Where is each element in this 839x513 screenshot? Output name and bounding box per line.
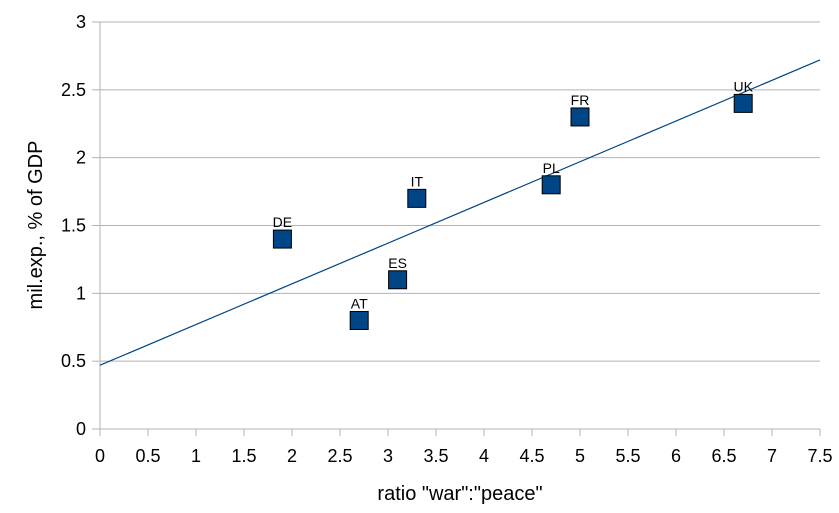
y-tick-label: 0 — [76, 419, 86, 439]
data-point-label: AT — [351, 295, 368, 311]
y-tick-label: 1.5 — [61, 216, 86, 236]
data-point — [388, 270, 408, 290]
x-axis-label: ratio "war":"peace" — [377, 483, 542, 505]
data-points: DE AT ES IT PL FR UK — [272, 78, 754, 330]
x-tick-label: 6 — [671, 446, 681, 466]
y-tick-label: 0.5 — [61, 351, 86, 371]
data-point — [349, 310, 369, 330]
data-point — [733, 93, 753, 113]
x-tick-label: 0.5 — [135, 446, 160, 466]
data-point-label: ES — [388, 255, 407, 271]
x-tick-label: 4.5 — [519, 446, 544, 466]
data-point-label: FR — [571, 92, 590, 108]
x-tick-labels: 0 0.5 1 1.5 2 2.5 3 3.5 4 4.5 5 5.5 6 6.5 7 7.5 — [95, 446, 833, 466]
x-tick-label: 5 — [575, 446, 585, 466]
x-tick-label: 7 — [767, 446, 777, 466]
gridlines — [100, 21, 820, 430]
trendline-group — [99, 59, 821, 366]
y-tick-label: 3 — [76, 12, 86, 32]
axes — [92, 21, 821, 436]
x-tick-label: 1.5 — [231, 446, 256, 466]
data-point — [570, 107, 590, 127]
x-tick-label: 0 — [95, 446, 105, 466]
data-point-label: DE — [273, 214, 292, 230]
y-axis-label: mil.exp., % of GDP — [25, 141, 47, 310]
data-point — [407, 188, 427, 208]
data-point-label: IT — [411, 173, 424, 189]
data-point-label: PL — [543, 160, 560, 176]
data-point-label: UK — [733, 78, 753, 94]
x-tick-label: 4 — [479, 446, 489, 466]
x-tick-label: 7.5 — [807, 446, 832, 466]
y-tick-labels: 0 0.5 1 1.5 2 2.5 3 — [61, 12, 86, 439]
x-tick-label: 5.5 — [615, 446, 640, 466]
trendline — [99, 59, 821, 366]
y-tick-label: 1 — [76, 283, 86, 303]
data-point — [541, 175, 561, 195]
y-tick-label: 2 — [76, 148, 86, 168]
x-tick-label: 6.5 — [711, 446, 736, 466]
x-tick-label: 2 — [287, 446, 297, 466]
data-point — [272, 229, 292, 249]
x-tick-label: 2.5 — [327, 446, 352, 466]
x-tick-label: 3.5 — [423, 446, 448, 466]
y-tick-label: 2.5 — [61, 80, 86, 100]
x-tick-label: 1 — [191, 446, 201, 466]
x-tick-label: 3 — [383, 446, 393, 466]
